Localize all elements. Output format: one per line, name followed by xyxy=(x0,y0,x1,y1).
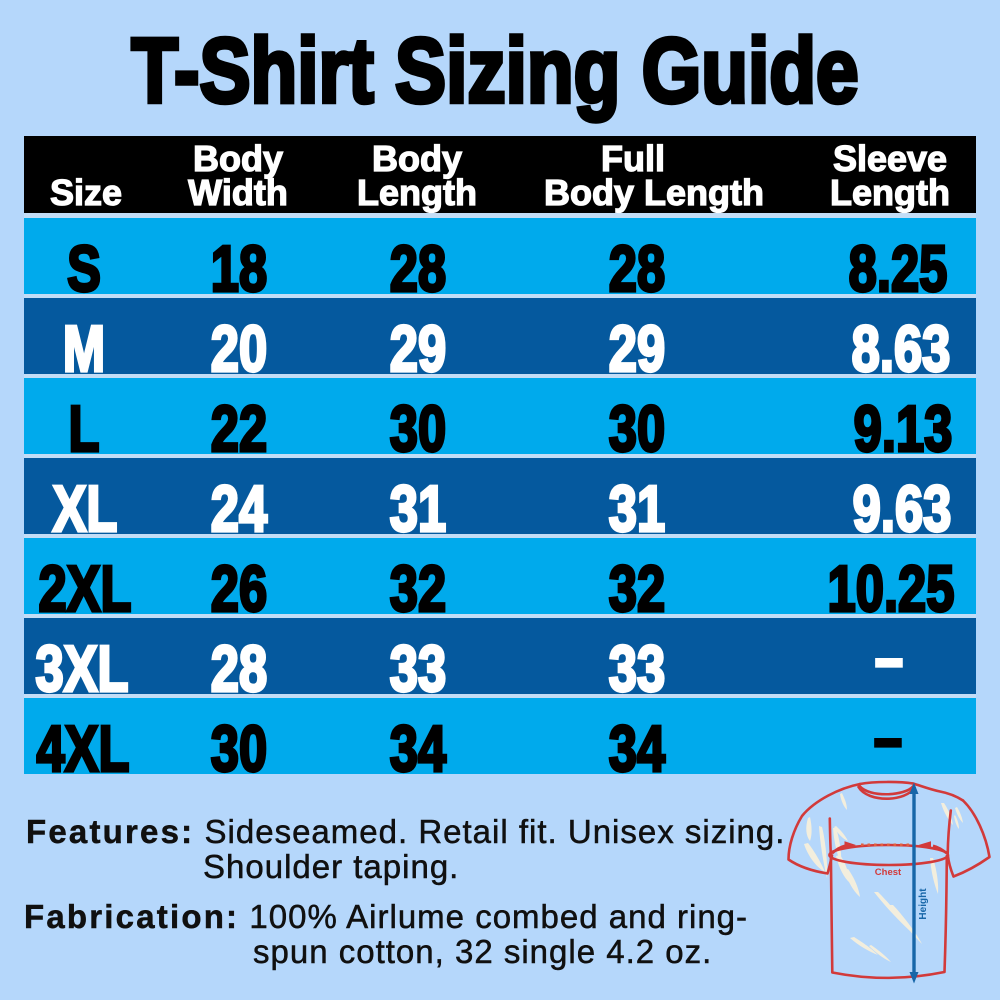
svg-text:Chest: Chest xyxy=(875,867,902,878)
svg-text:Height: Height xyxy=(918,888,929,920)
